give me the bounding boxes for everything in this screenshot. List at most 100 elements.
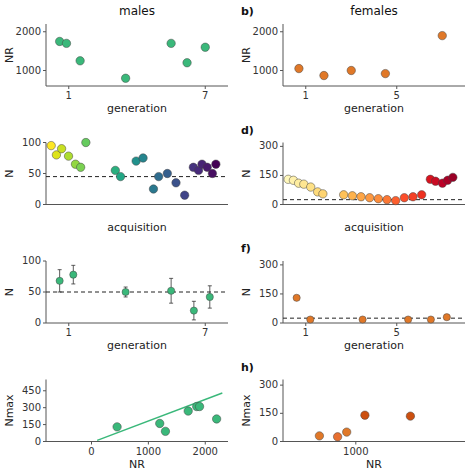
- reference-line: [46, 176, 228, 177]
- point: [409, 193, 417, 201]
- point: [361, 411, 369, 419]
- y-axis-label: N: [3, 288, 16, 296]
- y-tick-label: 100: [22, 255, 41, 266]
- y-axis-label: Nmax: [3, 394, 16, 427]
- y-tick-label: 0: [35, 199, 41, 210]
- y-tick: [43, 261, 46, 262]
- x-axis-label: acquisition: [107, 221, 167, 234]
- plot-area: [295, 31, 447, 79]
- y-tick-label: 0: [272, 317, 278, 328]
- y-tick: [43, 390, 46, 391]
- x-tick-label: 1: [303, 327, 309, 338]
- y-tick: [280, 175, 283, 176]
- point: [391, 196, 399, 204]
- x-axis-label: generation: [107, 102, 167, 115]
- point: [149, 185, 157, 193]
- point: [449, 173, 457, 181]
- point: [156, 419, 164, 427]
- y-tick-label: 1000: [253, 65, 278, 76]
- y-axis-label: N: [3, 169, 16, 177]
- point: [122, 288, 129, 295]
- point: [190, 307, 197, 314]
- x-axis-label: generation: [107, 339, 167, 352]
- point: [347, 66, 355, 74]
- point: [406, 412, 414, 420]
- y-tick: [43, 292, 46, 293]
- panel: 0100020000150300450NRNmax: [3, 380, 228, 471]
- figure: 1710002000generationNRmales1510002000gen…: [0, 0, 474, 474]
- y-tick: [280, 385, 283, 386]
- point: [154, 172, 162, 180]
- point: [208, 169, 216, 177]
- panel: 1710002000generationNRmales: [3, 4, 228, 115]
- y-axis-label: NR: [3, 47, 16, 63]
- point: [348, 192, 356, 200]
- x-tick: [68, 86, 69, 89]
- y-tick-label: 150: [259, 288, 278, 299]
- plot-area: [46, 138, 228, 199]
- y-tick: [43, 424, 46, 425]
- y-tick: [280, 70, 283, 71]
- y-tick-label: 0: [272, 436, 278, 447]
- y-axis-line: [283, 380, 284, 442]
- y-tick: [43, 323, 46, 324]
- panel: 1510002000generationNRfemalesb): [240, 4, 465, 115]
- point: [62, 39, 70, 47]
- y-axis-line: [46, 24, 47, 86]
- plot-area: [97, 393, 222, 440]
- y-tick-label: 100: [22, 137, 41, 148]
- plot-area: [283, 173, 465, 205]
- x-axis-label: acquisition: [344, 221, 404, 234]
- point: [438, 31, 446, 39]
- point: [400, 194, 408, 202]
- y-tick: [280, 323, 283, 324]
- panel: 17050100generationN: [3, 255, 228, 352]
- x-tick-label: 7: [202, 90, 208, 101]
- point: [76, 163, 84, 171]
- x-tick: [396, 323, 397, 326]
- y-tick-label: 150: [259, 169, 278, 180]
- point: [57, 145, 65, 153]
- x-axis-line: [283, 441, 465, 442]
- plot-area: [46, 265, 228, 320]
- y-tick-label: 1000: [16, 65, 41, 76]
- point: [365, 194, 373, 202]
- y-tick: [43, 441, 46, 442]
- point: [339, 191, 347, 199]
- x-tick: [68, 323, 69, 326]
- panel: 0150300acquisitionNd): [240, 124, 465, 234]
- point: [357, 193, 365, 201]
- x-axis-label: NR: [366, 458, 382, 471]
- point: [47, 141, 55, 149]
- x-tick: [91, 442, 92, 445]
- x-axis-line: [46, 204, 228, 205]
- panel-label: h): [241, 361, 254, 374]
- y-tick-label: 300: [22, 402, 41, 413]
- x-axis-line: [46, 441, 228, 442]
- point: [172, 179, 180, 187]
- point: [167, 39, 175, 47]
- x-tick-label: 5: [394, 90, 400, 101]
- x-tick: [305, 323, 306, 326]
- point: [443, 314, 450, 321]
- y-tick: [280, 441, 283, 442]
- x-tick-label: 5: [394, 327, 400, 338]
- point: [70, 271, 77, 278]
- y-tick: [280, 146, 283, 147]
- y-axis-line: [46, 380, 47, 442]
- point: [183, 59, 191, 67]
- point: [76, 57, 84, 65]
- y-tick-label: 0: [35, 436, 41, 447]
- y-tick: [280, 293, 283, 294]
- point: [184, 407, 192, 415]
- y-tick: [43, 31, 46, 32]
- x-tick: [205, 442, 206, 445]
- y-tick: [43, 173, 46, 174]
- x-axis-label: generation: [344, 339, 404, 352]
- y-axis-line: [283, 143, 284, 205]
- panel: 10000150300NRNmaxh): [240, 361, 465, 471]
- panel-label: b): [241, 5, 254, 18]
- y-tick-label: 50: [28, 286, 41, 297]
- point: [320, 71, 328, 79]
- point: [383, 195, 391, 203]
